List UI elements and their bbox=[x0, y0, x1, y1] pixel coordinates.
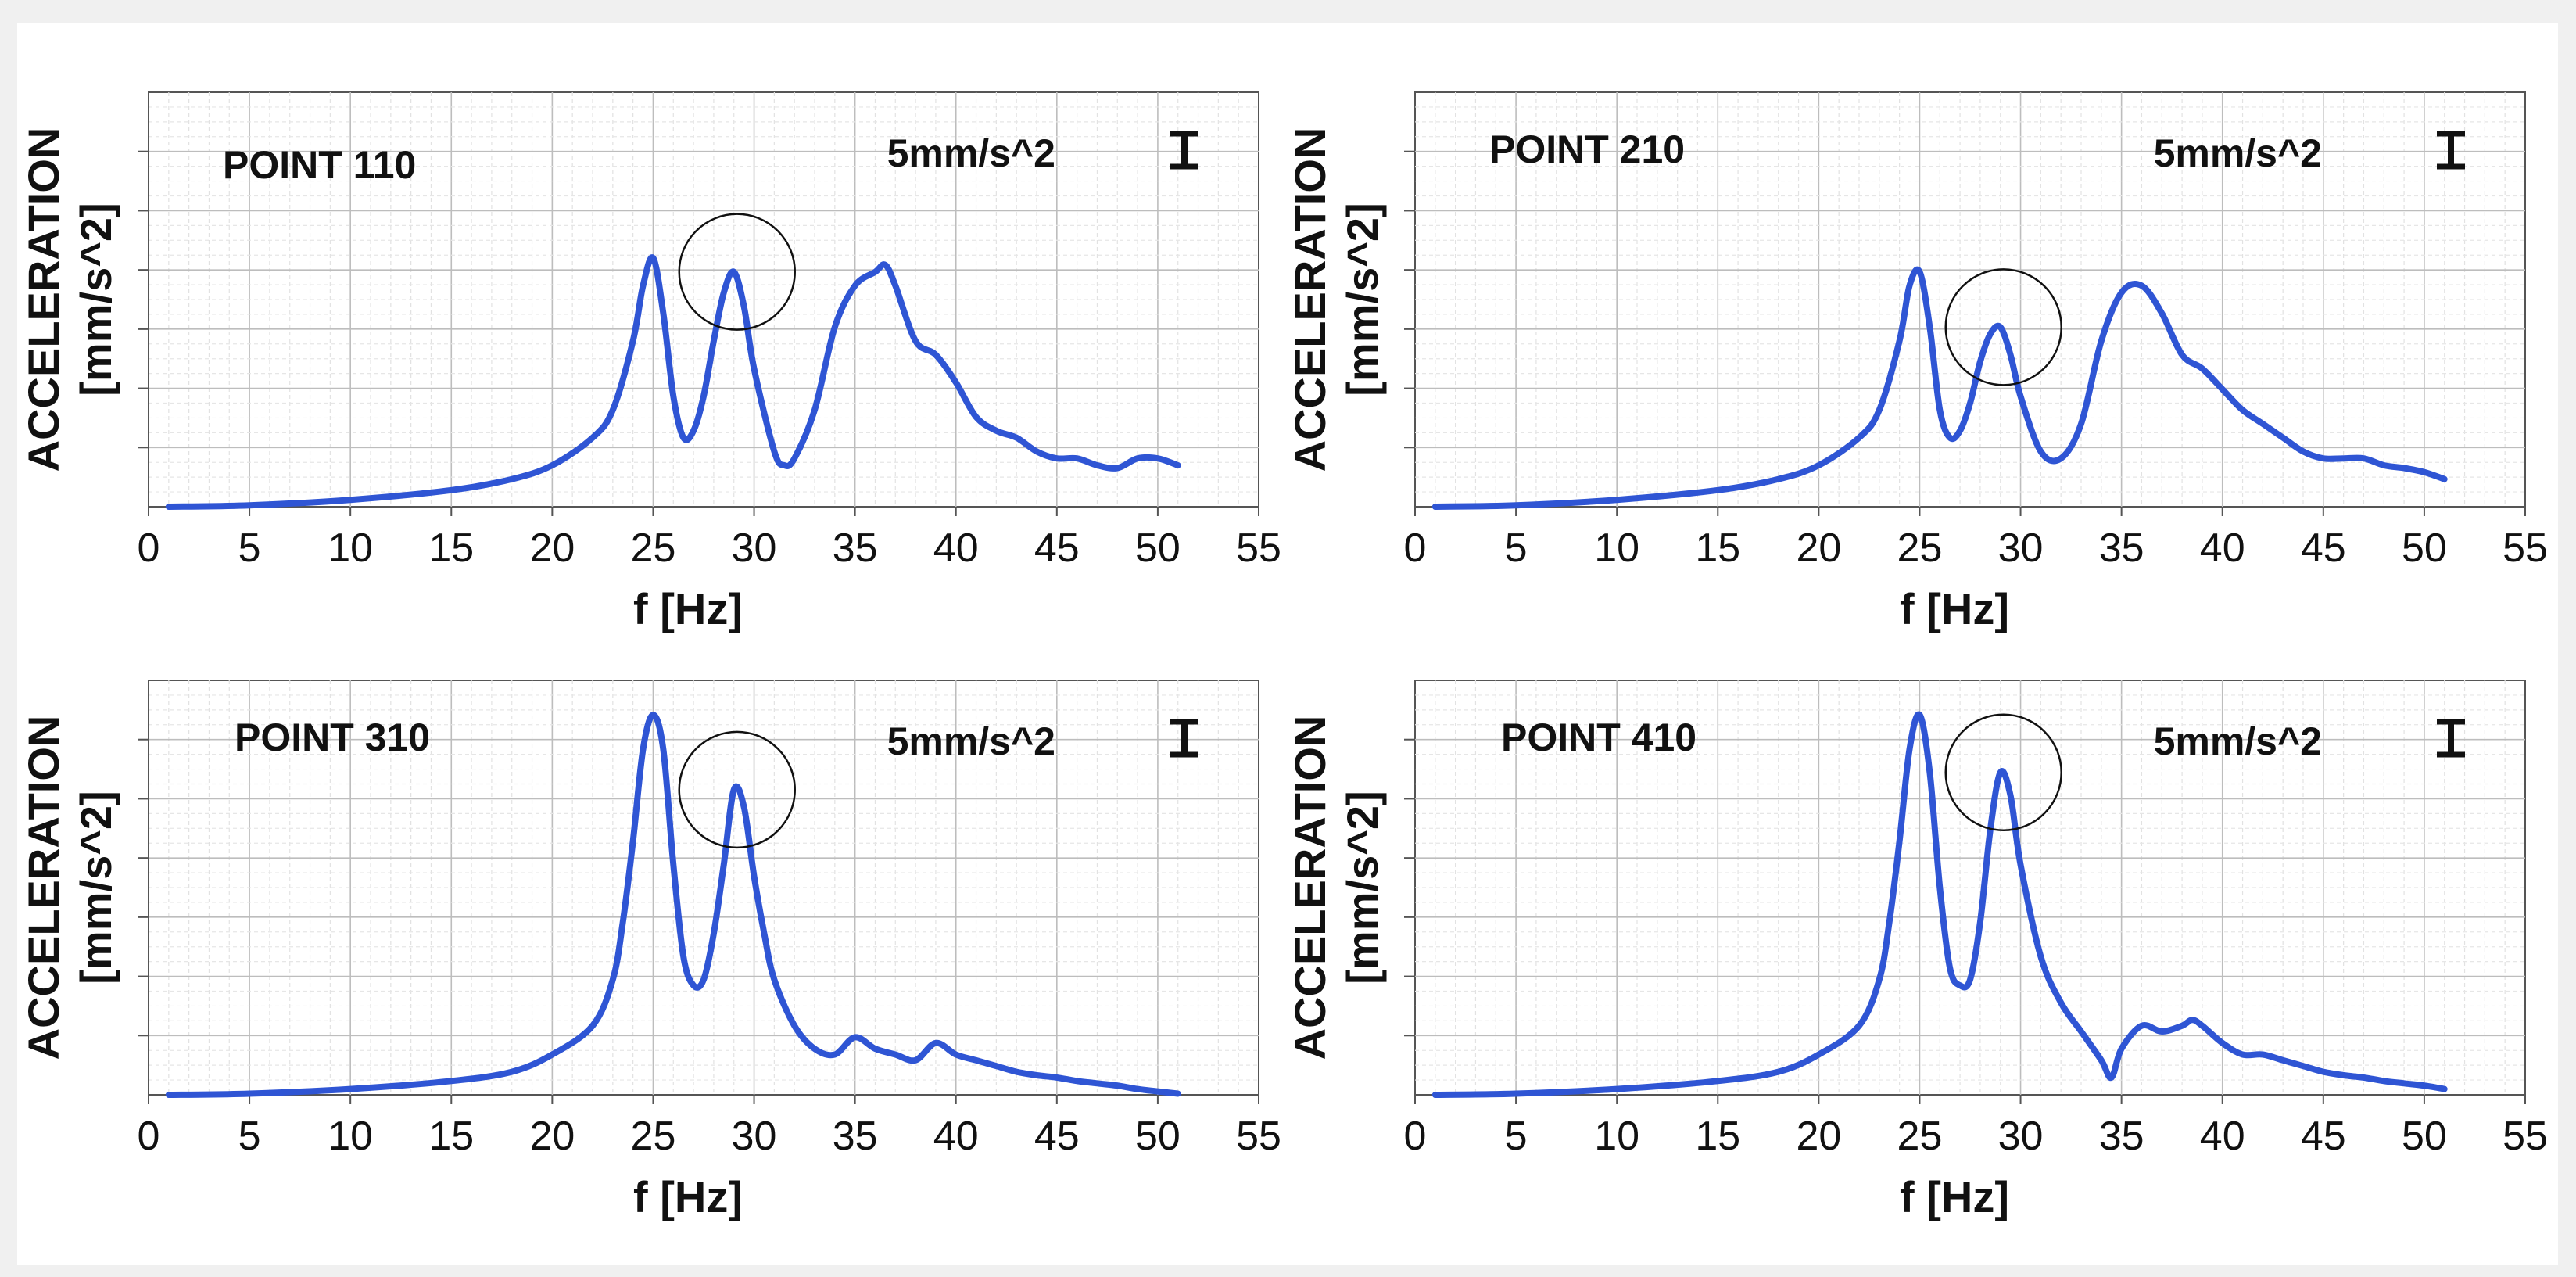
x-tick-label: 35 bbox=[2099, 526, 2144, 571]
scale-bar-icon bbox=[2437, 131, 2465, 170]
x-tick-label: 15 bbox=[1695, 1114, 1740, 1159]
x-tick-label: 45 bbox=[1034, 1114, 1080, 1159]
highlight-circle bbox=[678, 730, 796, 849]
series-line bbox=[1431, 711, 2448, 1098]
x-tick-label: 50 bbox=[1135, 526, 1181, 571]
x-tick-label: 15 bbox=[1695, 526, 1740, 571]
x-tick-label: 20 bbox=[529, 526, 575, 571]
x-tick-label: 30 bbox=[732, 1114, 777, 1159]
y-axis-unit: [mm/s^2] bbox=[71, 203, 120, 396]
x-tick-label: 45 bbox=[2301, 526, 2346, 571]
x-tick-label: 15 bbox=[428, 526, 474, 571]
highlight-circle bbox=[1944, 713, 2062, 832]
x-tick-label: 10 bbox=[328, 526, 373, 571]
chart-panel-4: 0 5 10 15 20 25 30 35 40 45 50 55 POINT 410 5mm/s^2 f … bbox=[1285, 680, 2548, 1221]
y-axis-title: ACCELERATION bbox=[19, 127, 68, 472]
x-tick-label: 25 bbox=[631, 526, 676, 571]
series-line bbox=[165, 712, 1181, 1098]
y-axis-unit: [mm/s^2] bbox=[1338, 791, 1387, 984]
x-tick-label: 40 bbox=[2200, 1114, 2245, 1159]
x-tick-label: 45 bbox=[2301, 1114, 2346, 1159]
chart-panel-1: 0 5 10 15 20 25 30 35 40 45 50 55 POINT 110 5mm/s^2 f … bbox=[19, 91, 1281, 633]
x-tick-label: 55 bbox=[1236, 526, 1281, 571]
x-tick-label: 20 bbox=[1796, 526, 1841, 571]
x-tick-label: 0 bbox=[1404, 526, 1427, 571]
scale-label: 5mm/s^2 bbox=[887, 719, 1055, 763]
x-tick-label: 35 bbox=[833, 526, 878, 571]
x-tick-label: 40 bbox=[933, 1114, 979, 1159]
scale-label: 5mm/s^2 bbox=[887, 131, 1055, 175]
highlight-circle bbox=[678, 213, 796, 331]
x-tick-label: 25 bbox=[631, 1114, 676, 1159]
x-tick-label: 25 bbox=[1897, 526, 1943, 571]
y-axis-title: ACCELERATION bbox=[19, 716, 68, 1060]
x-tick-label: 5 bbox=[1505, 526, 1528, 571]
x-axis-title: f [Hz] bbox=[633, 584, 743, 633]
scale-bar-icon bbox=[2437, 719, 2465, 758]
x-tick-label: 10 bbox=[1594, 526, 1639, 571]
x-tick-label: 55 bbox=[2503, 1114, 2548, 1159]
x-axis-title: f [Hz] bbox=[633, 1172, 743, 1221]
panel-title: POINT 410 bbox=[1501, 716, 1696, 759]
x-tick-label: 15 bbox=[428, 1114, 474, 1159]
x-tick-label: 30 bbox=[732, 526, 777, 571]
y-axis-unit: [mm/s^2] bbox=[1338, 203, 1387, 396]
series-line bbox=[1431, 266, 2448, 510]
x-axis-title: f [Hz] bbox=[1900, 584, 2009, 633]
x-axis-title: f [Hz] bbox=[1900, 1172, 2009, 1221]
x-tick-label: 5 bbox=[1505, 1114, 1528, 1159]
x-tick-label: 5 bbox=[238, 1114, 261, 1159]
y-axis-title: ACCELERATION bbox=[1285, 716, 1335, 1060]
panel-title: POINT 210 bbox=[1489, 127, 1685, 171]
x-tick-label: 10 bbox=[328, 1114, 373, 1159]
x-tick-label: 40 bbox=[933, 526, 979, 571]
x-tick-label: 0 bbox=[1404, 1114, 1427, 1159]
x-tick-label: 35 bbox=[833, 1114, 878, 1159]
x-tick-label: 30 bbox=[1998, 1114, 2044, 1159]
x-tick-label: 10 bbox=[1594, 1114, 1639, 1159]
x-tick-label: 35 bbox=[2099, 1114, 2144, 1159]
x-tick-label: 55 bbox=[2503, 526, 2548, 571]
x-tick-label: 45 bbox=[1034, 526, 1080, 571]
x-tick-label: 0 bbox=[138, 1114, 160, 1159]
highlight-circle bbox=[1944, 268, 2062, 386]
chart-panel-3: 0 5 10 15 20 25 30 35 40 45 50 55 POINT 310 5mm/s^2 f … bbox=[19, 680, 1281, 1221]
x-tick-label: 50 bbox=[2402, 526, 2447, 571]
panel-title: POINT 110 bbox=[223, 143, 416, 187]
x-tick-label: 55 bbox=[1236, 1114, 1281, 1159]
x-tick-label: 0 bbox=[138, 526, 160, 571]
x-tick-label: 5 bbox=[238, 526, 261, 571]
panel-title: POINT 310 bbox=[235, 716, 430, 759]
x-tick-label: 30 bbox=[1998, 526, 2044, 571]
x-tick-label: 20 bbox=[529, 1114, 575, 1159]
y-axis-unit: [mm/s^2] bbox=[71, 791, 120, 984]
chart-panel-2: 0 5 10 15 20 25 30 35 40 45 50 55 POINT 210 5mm/s^2 f … bbox=[1285, 91, 2548, 633]
x-tick-label: 50 bbox=[2402, 1114, 2447, 1159]
x-tick-label: 25 bbox=[1897, 1114, 1943, 1159]
scale-label: 5mm/s^2 bbox=[2154, 719, 2322, 763]
y-axis-title: ACCELERATION bbox=[1285, 127, 1335, 472]
grid bbox=[138, 92, 1259, 507]
scale-bar-icon bbox=[1170, 719, 1198, 758]
grid bbox=[1404, 92, 2525, 507]
x-tick-label: 50 bbox=[1135, 1114, 1181, 1159]
series-line bbox=[165, 254, 1181, 510]
scale-label: 5mm/s^2 bbox=[2154, 131, 2322, 175]
x-tick-label: 40 bbox=[2200, 526, 2245, 571]
scale-bar-icon bbox=[1170, 131, 1198, 170]
x-tick-label: 20 bbox=[1796, 1114, 1841, 1159]
